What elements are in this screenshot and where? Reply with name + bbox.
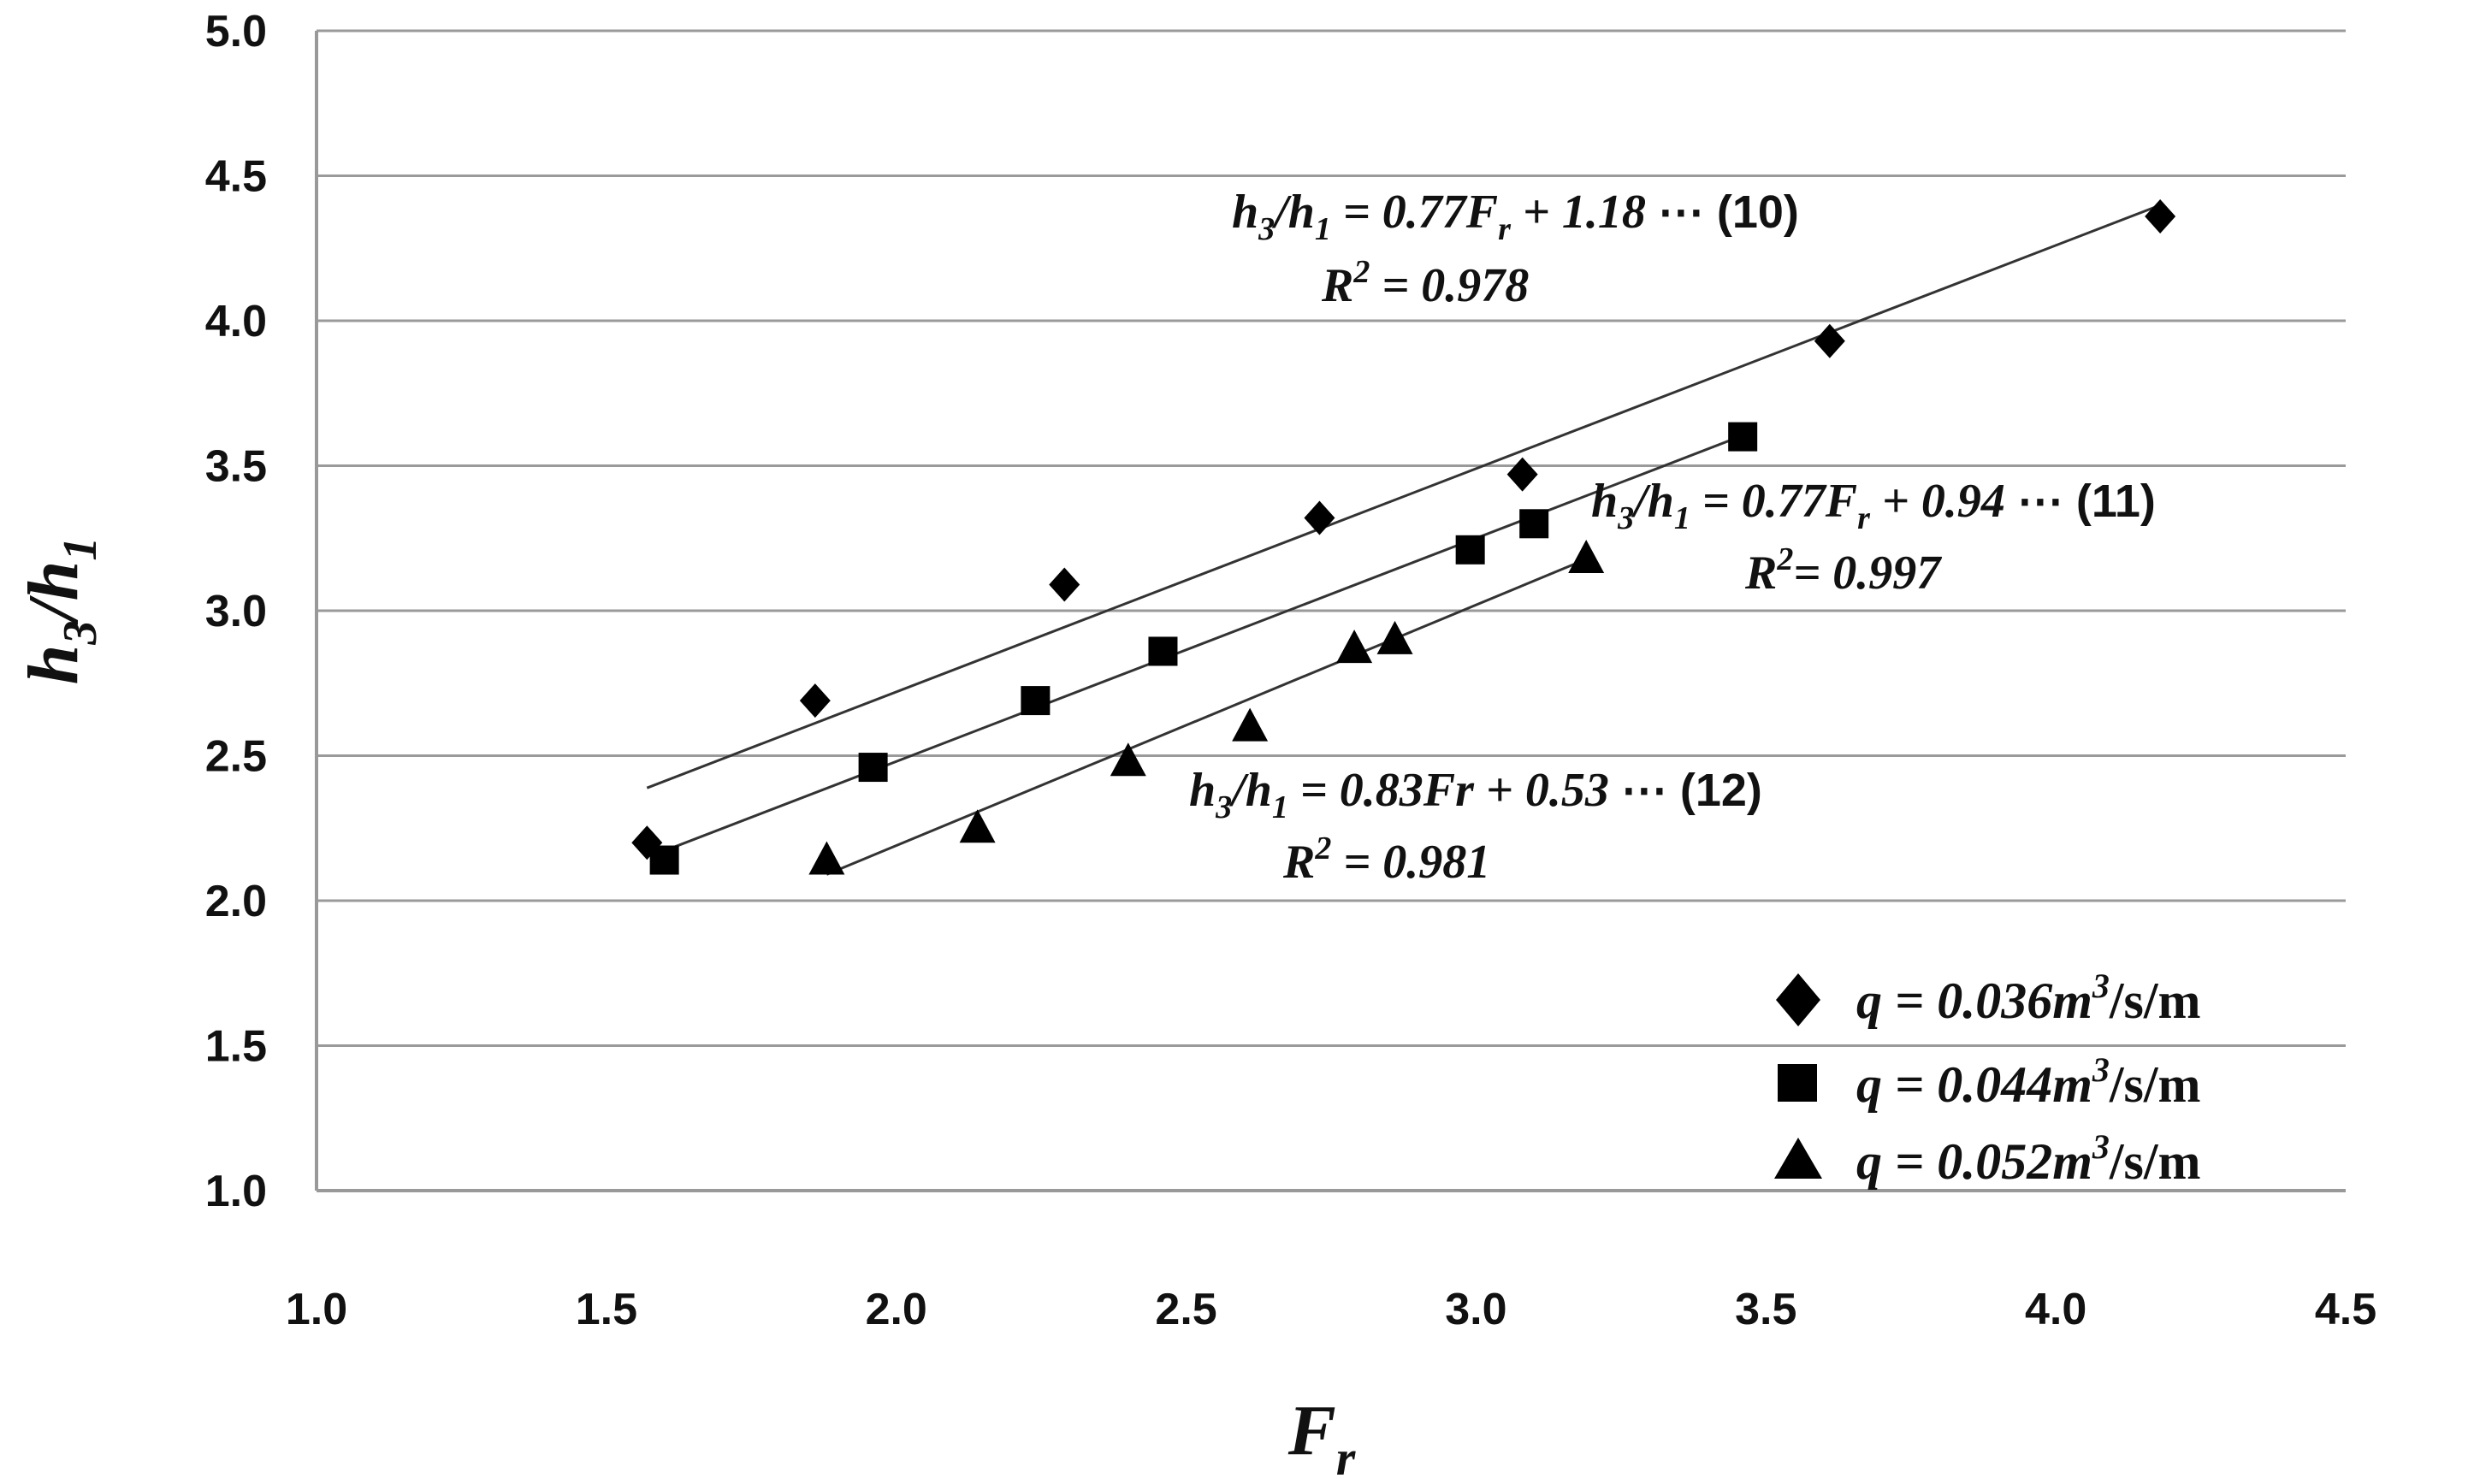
legend-label-q036: q = 0.036m3/s/m (1856, 967, 2201, 1029)
data-point-square (1021, 686, 1051, 716)
y-tick-label: 2.0 (205, 877, 267, 926)
equation-12: h3/h1 = 0.83Fr + 0.53 ⋯ (12) R2 = 0.981 (1189, 764, 1762, 889)
x-tick-label: 1.5 (576, 1285, 637, 1334)
x-tick-label: 1.0 (286, 1285, 347, 1334)
trend-line-series-3 (826, 558, 1587, 876)
y-tick-label: 1.5 (205, 1022, 267, 1072)
legend-marker-diamond (1776, 973, 1820, 1026)
data-point-diamond (1304, 500, 1335, 535)
legend-marker-square (1778, 1064, 1817, 1102)
x-tick-label: 4.5 (2315, 1285, 2376, 1334)
equation-11-tag: ⋯ (11) (2017, 476, 2156, 527)
trend-line-series-1 (646, 204, 2161, 789)
equation-10-text: h3/h1 = 0.77Fr + 1.18 ⋯ (10) (1232, 186, 1799, 247)
data-point-diamond (799, 683, 831, 718)
equation-11-r2: R2= 0.997 (1744, 541, 1942, 600)
data-point-square (858, 753, 888, 783)
equation-10-tag: ⋯ (10) (1658, 186, 1799, 238)
data-point-triangle (1376, 620, 1413, 654)
data-point-triangle (959, 809, 996, 843)
data-point-diamond (1814, 323, 1845, 358)
trend-line-series-2 (664, 434, 1743, 853)
x-axis-title: Fr (1287, 1391, 1356, 1484)
data-point-diamond (2145, 198, 2176, 234)
data-point-triangle (1568, 539, 1605, 573)
equation-11: h3/h1 = 0.77Fr + 0.94 ⋯ (11) R2= 0.997 (1591, 475, 2156, 600)
data-point-triangle (1232, 707, 1269, 742)
gridlines (317, 29, 2346, 1047)
x-tick-label: 3.5 (1735, 1285, 1796, 1334)
equation-12-r2: R2 = 0.981 (1282, 831, 1490, 889)
y-tick-labels: 1.0 1.5 2.0 2.5 3.0 3.5 4.0 4.5 5.0 (205, 7, 267, 1216)
x-tick-label: 3.0 (1445, 1285, 1506, 1334)
data-point-square (1728, 422, 1758, 452)
y-tick-label: 4.0 (205, 297, 267, 346)
x-tick-labels: 1.0 1.5 2.0 2.5 3.0 3.5 4.0 4.5 (286, 1285, 2376, 1334)
legend-marker-triangle (1774, 1138, 1822, 1179)
y-tick-label: 3.0 (205, 587, 267, 636)
data-point-square (1148, 636, 1178, 666)
equation-10: h3/h1 = 0.77Fr + 1.18 ⋯ (10) R2 = 0.978 (1232, 186, 1799, 312)
data-point-diamond (1049, 567, 1080, 602)
legend-label-q052: q = 0.052m3/s/m (1856, 1127, 2201, 1190)
x-tick-label: 4.0 (2025, 1285, 2086, 1334)
equation-10-r2: R2 = 0.978 (1321, 254, 1529, 312)
trend-lines (646, 204, 2161, 876)
equation-12-text: h3/h1 = 0.83Fr + 0.53 ⋯ (12) (1189, 764, 1762, 825)
y-tick-label: 2.5 (205, 732, 267, 782)
x-tick-label: 2.0 (866, 1285, 927, 1334)
x-tick-label: 2.5 (1155, 1285, 1216, 1334)
y-tick-label: 3.5 (205, 442, 267, 492)
data-point-square (649, 845, 679, 875)
y-tick-label: 5.0 (205, 7, 267, 56)
legend-label-q044: q = 0.044m3/s/m (1856, 1050, 2201, 1113)
legend: q = 0.036m3/s/m q = 0.044m3/s/m q = 0.05… (1774, 967, 2201, 1190)
data-point-diamond (1506, 457, 1538, 492)
data-point-square (1455, 535, 1485, 565)
data-points (631, 198, 2176, 875)
y-axis-title: h3/h1 (14, 537, 107, 685)
data-point-triangle (1336, 630, 1373, 664)
data-point-square (1519, 509, 1549, 539)
data-point-triangle (1110, 742, 1146, 777)
y-tick-label: 1.0 (205, 1167, 267, 1216)
y-tick-label: 4.5 (205, 152, 267, 202)
equation-11-text: h3/h1 = 0.77Fr + 0.94 ⋯ (11) (1591, 475, 2156, 536)
data-point-triangle (808, 841, 845, 875)
equation-12-tag: ⋯ (12) (1621, 765, 1762, 816)
